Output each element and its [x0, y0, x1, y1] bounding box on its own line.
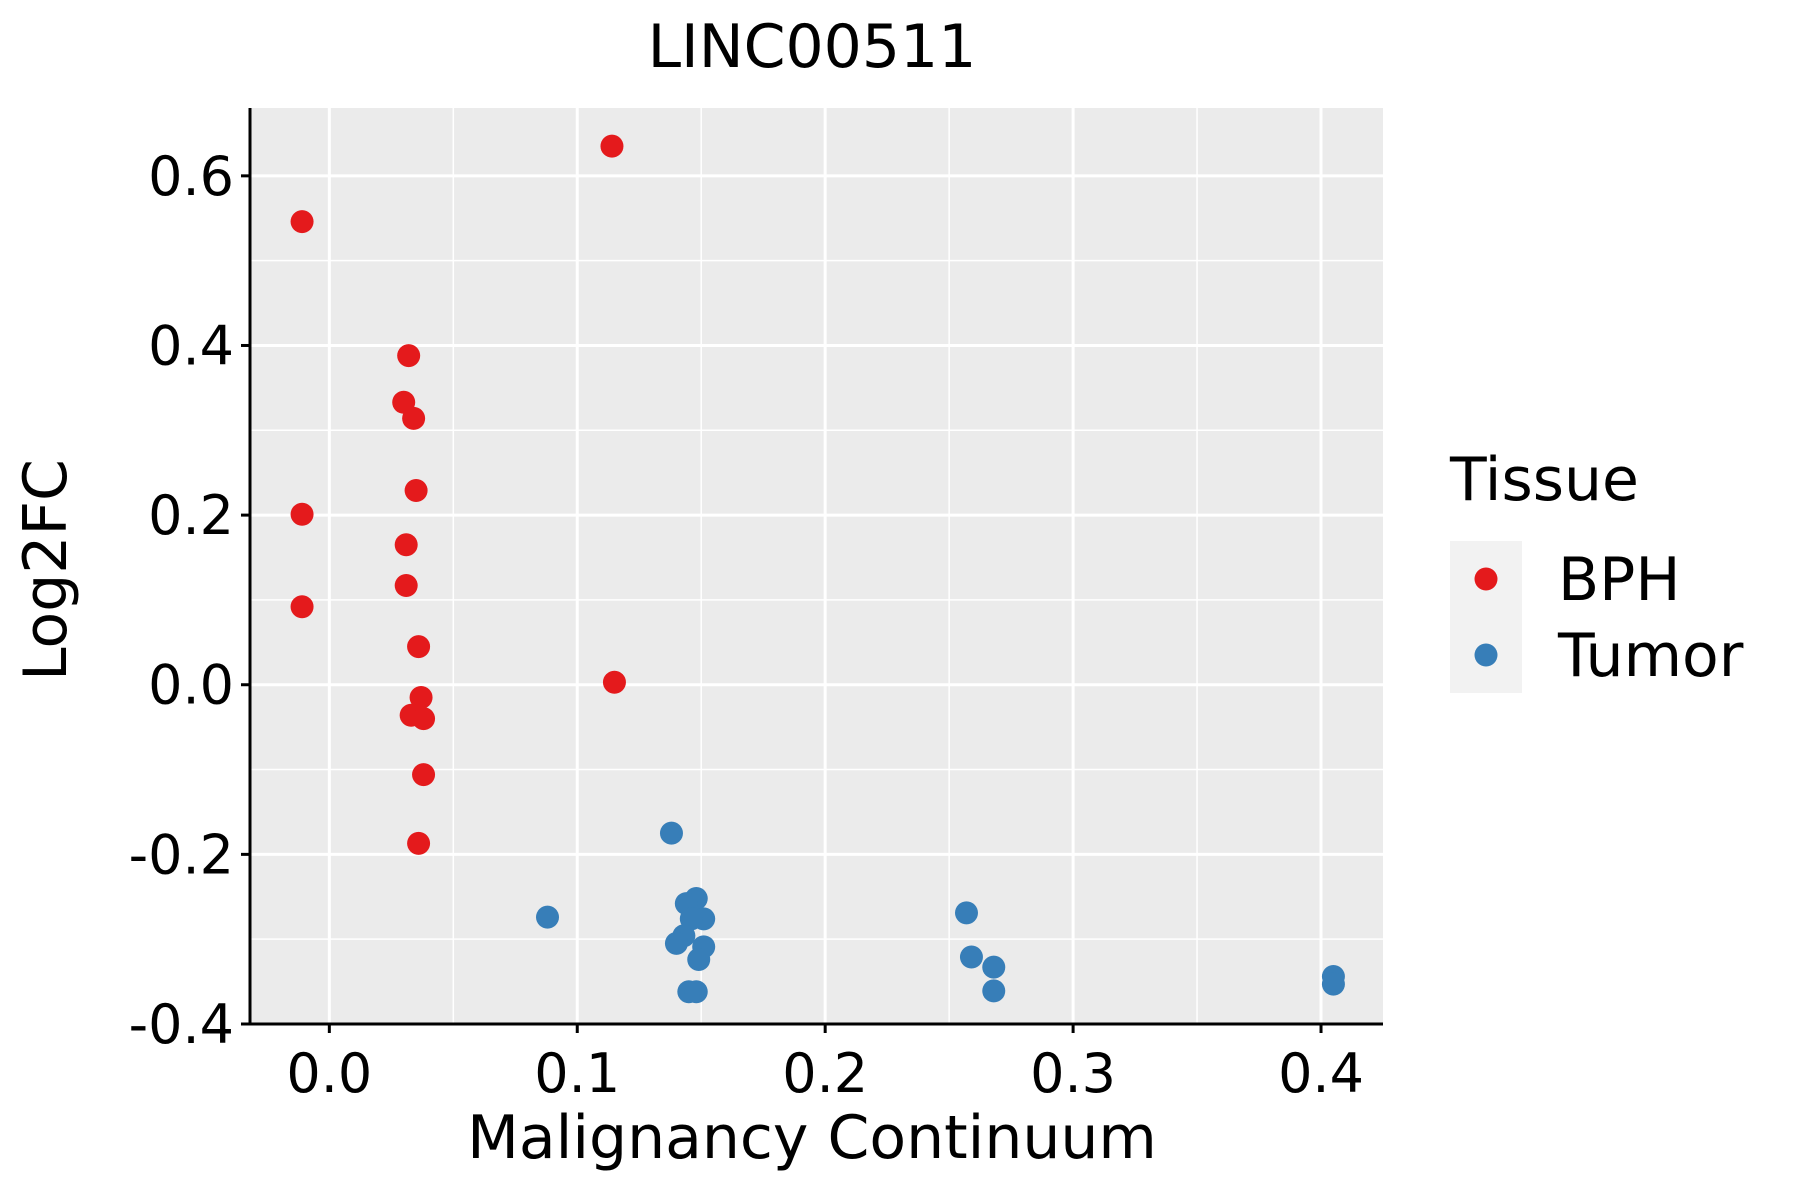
- x-tick-label: 0.1: [534, 1042, 620, 1105]
- data-point-bph: [407, 831, 431, 855]
- x-axis-title: Malignancy Continuum: [467, 1103, 1157, 1173]
- data-point-tumor: [664, 931, 688, 955]
- data-point-bph: [602, 670, 626, 694]
- data-point-tumor: [536, 905, 560, 929]
- data-point-bph: [409, 685, 433, 709]
- legend-key-background: [1450, 541, 1522, 693]
- x-tick-label: 0.2: [782, 1042, 868, 1105]
- data-point-bph: [600, 134, 624, 158]
- data-point-tumor: [684, 980, 708, 1004]
- data-point-bph: [290, 210, 314, 234]
- data-point-bph: [412, 707, 436, 731]
- data-point-bph: [397, 344, 421, 368]
- y-tick-label: -0.4: [129, 993, 234, 1056]
- y-tick-label: -0.2: [129, 823, 234, 886]
- data-point-tumor: [954, 901, 978, 925]
- data-point-bph: [407, 635, 431, 659]
- data-point-bph: [402, 406, 426, 430]
- data-point-tumor: [982, 955, 1006, 979]
- data-point-bph: [404, 479, 428, 503]
- y-tick-label: 0.4: [148, 314, 234, 377]
- grid-lines: [250, 108, 1383, 1026]
- x-tick-label: 0.4: [1278, 1042, 1364, 1105]
- y-tick-label: 0.0: [148, 654, 234, 717]
- legend-title: Tissue: [1449, 445, 1639, 515]
- data-point-bph: [394, 533, 418, 557]
- data-point-bph: [394, 574, 418, 598]
- data-points: [290, 134, 1345, 1004]
- data-point-tumor: [982, 979, 1006, 1003]
- y-tick-label: 0.6: [148, 145, 234, 208]
- data-point-tumor: [659, 821, 683, 845]
- x-tick-label: 0.0: [286, 1042, 372, 1105]
- data-point-bph: [290, 502, 314, 526]
- plot-panel: [250, 108, 1383, 1024]
- x-tick-label: 0.3: [1030, 1042, 1116, 1105]
- data-point-tumor: [1321, 972, 1345, 996]
- data-point-bph: [290, 595, 314, 619]
- y-tick-label: 0.2: [148, 484, 234, 547]
- legend-key-bph: [1474, 567, 1498, 591]
- data-point-tumor: [959, 945, 983, 969]
- legend-key-tumor: [1474, 643, 1498, 667]
- legend-label-tumor: Tumor: [1557, 621, 1744, 691]
- y-axis-title: Log2FC: [11, 459, 81, 681]
- panel-background: [250, 108, 1383, 1024]
- chart-title: LINC00511: [648, 12, 977, 82]
- axes: 0.0 0.1 0.2 0.3 0.4 -0.4 -0.2 0.0 0.2 0.4 0.6: [129, 108, 1383, 1105]
- legend-label-bph: BPH: [1558, 545, 1680, 615]
- data-point-bph: [412, 763, 436, 787]
- data-point-tumor: [687, 948, 711, 972]
